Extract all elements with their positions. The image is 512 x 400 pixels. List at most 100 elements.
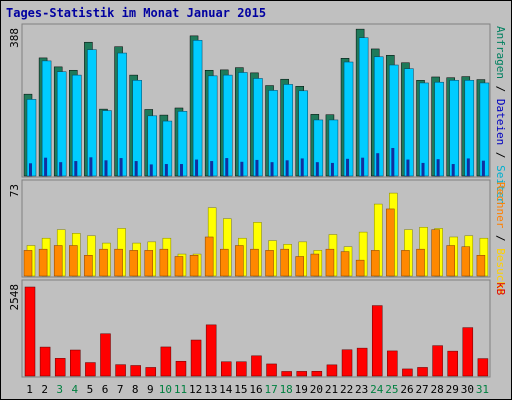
x-tick-label: 23: [355, 383, 368, 396]
x-tick-label: 16: [249, 383, 262, 396]
bar-seiten: [149, 164, 153, 176]
bar-rechner: [129, 250, 138, 277]
bar-seiten: [376, 153, 380, 176]
x-tick-label: 9: [147, 383, 154, 396]
series-legend-top: Anfragen / Dateien / Seiten: [494, 26, 507, 205]
bar-kb: [447, 350, 458, 377]
bar-seiten: [451, 164, 455, 176]
bar-rechner: [431, 229, 440, 277]
x-tick-label: 11: [174, 383, 187, 396]
x-tick-label: 24: [370, 383, 384, 396]
bar-rechner: [355, 259, 365, 277]
bar-kb: [387, 350, 398, 377]
legend-label: Dateien: [494, 99, 507, 145]
bar-dateien: [56, 71, 67, 177]
bar-dateien: [449, 80, 459, 177]
bar-kb: [417, 367, 428, 377]
bar-dateien: [358, 37, 369, 177]
bar-seiten: [361, 157, 365, 176]
bar-kb: [266, 363, 277, 377]
x-tick-label: 13: [204, 383, 217, 396]
x-tick-label: 5: [87, 383, 94, 396]
bar-seiten: [44, 157, 48, 176]
bar-rechner: [189, 255, 199, 277]
bar-kb: [85, 362, 96, 377]
bar-rechner: [295, 256, 304, 277]
bar-kb: [115, 364, 126, 377]
x-tick-label: 20: [310, 383, 323, 396]
bar-kb: [477, 358, 489, 377]
bar-dateien: [419, 82, 429, 177]
bar-seiten: [240, 161, 244, 176]
bar-seiten: [421, 162, 425, 176]
bar-kb: [341, 349, 353, 377]
bar-seiten: [315, 162, 319, 176]
bar-seiten: [391, 147, 395, 176]
bar-seiten: [346, 158, 350, 176]
bar-seiten: [89, 157, 93, 176]
bar-rechner: [416, 248, 425, 277]
legend-label: Seiten: [494, 165, 507, 205]
bar-kb: [24, 286, 36, 377]
bar-seiten: [164, 164, 168, 176]
bar-rechner: [99, 248, 108, 277]
bar-seiten: [406, 159, 410, 176]
bar-seiten: [225, 158, 229, 176]
bar-rechner: [144, 250, 154, 277]
bar-seiten: [285, 160, 289, 176]
bar-kb: [326, 364, 338, 377]
bar-kb: [296, 371, 307, 377]
bar-rechner: [325, 248, 335, 277]
bar-kb: [70, 349, 81, 377]
bar-rechner: [38, 248, 48, 277]
bar-rechner: [23, 250, 33, 277]
bar-seiten: [195, 159, 199, 176]
x-tick-label: 1: [26, 383, 33, 396]
x-tick-label: 21: [325, 383, 338, 396]
bar-seiten: [481, 160, 485, 176]
x-tick-label: 7: [117, 383, 124, 396]
series-legend-middle: Rechner / Besuche: [494, 182, 507, 295]
bar-seiten: [74, 161, 78, 176]
x-tick-label: 27: [415, 383, 428, 396]
bar-dateien: [192, 40, 203, 177]
bar-seiten: [330, 162, 334, 176]
x-tick-label: 26: [400, 383, 413, 396]
y-max-label-top: 388: [8, 28, 21, 48]
bar-seiten: [210, 161, 214, 176]
bar-rechner: [84, 255, 93, 277]
bar-seiten: [300, 158, 304, 176]
legend-label: /: [494, 79, 507, 99]
y-max-label-middle: 73: [8, 184, 21, 197]
bar-rechner: [159, 248, 169, 277]
bar-dateien: [87, 49, 97, 177]
bar-seiten: [466, 158, 470, 176]
bar-kb: [462, 327, 474, 377]
x-tick-label: 4: [72, 383, 79, 396]
x-tick-label: 31: [476, 383, 489, 396]
bar-rechner: [476, 255, 486, 277]
bar-kb: [160, 346, 172, 377]
bar-rechner: [250, 248, 259, 277]
x-tick-label: 17: [264, 383, 277, 396]
bar-rechner: [340, 251, 350, 277]
x-tick-label: 18: [280, 383, 293, 396]
series-legend-bottom: kB: [494, 282, 507, 296]
bar-kb: [130, 365, 141, 377]
bar-kb: [100, 333, 111, 377]
bar-rechner: [370, 250, 380, 277]
x-tick-label: 30: [461, 383, 474, 396]
x-tick-label: 22: [340, 383, 353, 396]
bar-kb: [145, 367, 157, 377]
bar-rechner: [265, 250, 274, 277]
bar-kb: [205, 324, 217, 377]
bar-rechner: [220, 248, 229, 277]
x-tick-label: 25: [385, 383, 398, 396]
bar-seiten: [119, 158, 123, 176]
x-tick-label: 29: [446, 383, 459, 396]
bar-kb: [190, 339, 202, 377]
x-tick-label: 28: [431, 383, 444, 396]
chart-title: Tages-Statistik im Monat Januar 2015: [6, 6, 267, 20]
bar-dateien: [207, 75, 218, 177]
